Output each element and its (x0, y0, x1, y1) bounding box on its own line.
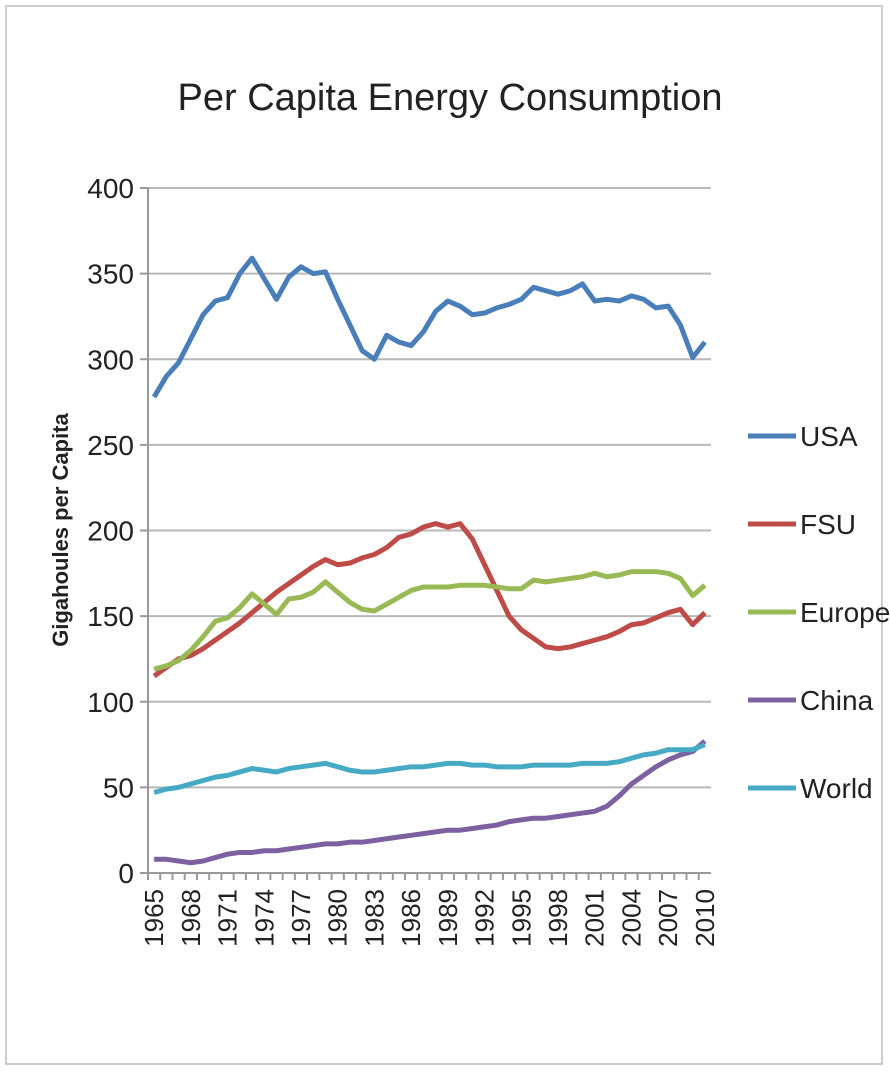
series-line (154, 739, 707, 866)
legend-label: FSU (800, 509, 856, 540)
legend-label: World (800, 773, 873, 804)
y-tick-label: 50 (103, 772, 134, 803)
x-tick-label: 2007 (653, 889, 683, 947)
x-tick-label: 2001 (580, 889, 610, 947)
series-line (153, 569, 707, 672)
legend-label: China (800, 685, 874, 716)
x-tick-label: 1989 (433, 889, 463, 947)
y-tick-label: 150 (87, 601, 134, 632)
legend-label: USA (800, 421, 858, 452)
legend-label: Europe (800, 597, 890, 628)
chart-title: Per Capita Energy Consumption (178, 77, 723, 119)
x-tick-label: 2010 (690, 889, 720, 947)
x-tick-label: 1965 (139, 889, 169, 947)
frame (5, 5, 883, 1065)
x-tick-label: 1983 (359, 889, 389, 947)
y-axis-label: Gigahoules per Capita (48, 412, 73, 646)
x-tick-label: 1995 (506, 889, 536, 947)
y-tick-label: 300 (87, 344, 134, 375)
y-tick-label: 250 (87, 430, 134, 461)
y-tick-label: 400 (87, 173, 134, 204)
x-tick-label: 1971 (213, 889, 243, 947)
x-tick-label: 1977 (286, 889, 316, 947)
x-tick-label: 1974 (249, 889, 279, 947)
y-tick-label: 100 (87, 687, 134, 718)
x-tick-label: 1992 (470, 889, 500, 947)
y-tick-label: 0 (118, 858, 134, 889)
x-tick-label: 1986 (396, 889, 426, 947)
x-tick-label: 1968 (176, 889, 206, 947)
y-tick-label: 200 (87, 516, 134, 547)
x-tick-label: 2004 (616, 889, 646, 947)
x-tick-label: 1998 (543, 889, 573, 947)
x-tick-label: 1980 (323, 889, 353, 947)
series-line (151, 255, 707, 399)
series-line (152, 521, 707, 679)
series-line (153, 742, 706, 795)
y-tick-label: 350 (87, 259, 134, 290)
